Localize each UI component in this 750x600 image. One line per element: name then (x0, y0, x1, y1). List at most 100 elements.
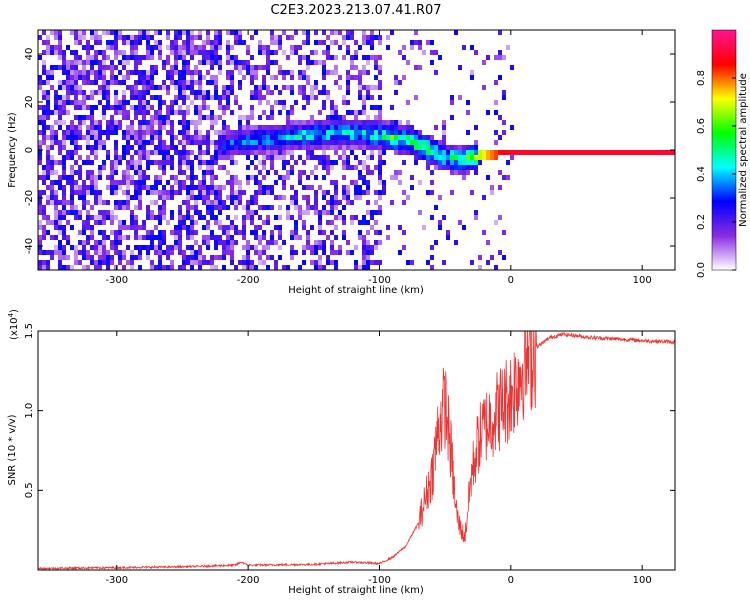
spectrogram-cell (370, 130, 374, 135)
spectrogram-cell (246, 115, 250, 120)
spectrogram-cell (486, 110, 490, 115)
spectrogram-cell (118, 110, 122, 115)
spectrogram-cell (286, 135, 290, 140)
spectrogram-cell (82, 60, 86, 65)
spectrogram-cell (202, 40, 206, 45)
spectrogram-cell (378, 210, 382, 215)
spectrogram-cell (166, 30, 170, 35)
spectrogram-cell (66, 95, 70, 100)
spectrogram-cell (226, 85, 230, 90)
spectrogram-cell (454, 150, 458, 155)
spectrogram-cell (230, 245, 234, 250)
spectrogram-cell (74, 205, 78, 210)
spectrogram-cell (258, 50, 262, 55)
spectrogram-cell (202, 185, 206, 190)
spectrogram-cell (66, 220, 70, 225)
spectrogram-cell (350, 215, 354, 220)
spectrogram-cell (258, 260, 262, 265)
spectrogram-cell (430, 145, 434, 150)
spectrogram-cell (214, 150, 218, 155)
spectrogram-cell (98, 120, 102, 125)
spectrogram-cell (146, 90, 150, 95)
spectrogram-cell (338, 155, 342, 160)
spectrogram-cell (474, 160, 478, 165)
spectrogram-cell (370, 135, 374, 140)
spectrogram-cell (218, 100, 222, 105)
spectrogram-cell (106, 100, 110, 105)
spectrogram-cell (102, 75, 106, 80)
spectrogram-cell (42, 180, 46, 185)
spectrogram-cell (486, 150, 490, 155)
spectrogram-cell (418, 135, 422, 140)
spectrogram-cell (498, 170, 502, 175)
spectrogram-cell (186, 110, 190, 115)
spectrogram-cell (210, 160, 214, 165)
spectrogram-cell (254, 75, 258, 80)
spectrogram-cell (274, 265, 278, 270)
spectrogram-cell (322, 85, 326, 90)
spectrogram-cell (38, 220, 42, 225)
spectrogram-cell (154, 135, 158, 140)
spectrogram-cell (102, 240, 106, 245)
spectrogram-cell (470, 260, 474, 265)
spectrogram-cell (66, 60, 70, 65)
spectrogram-cell (374, 145, 378, 150)
spectrogram-cell (78, 175, 82, 180)
spectrogram-cell (298, 215, 302, 220)
spectrogram-cell (138, 145, 142, 150)
spectrogram-cell (246, 120, 250, 125)
spectrogram-cell (282, 160, 286, 165)
spectrogram-cell (574, 150, 578, 155)
spectrogram-cell (310, 245, 314, 250)
spectrogram-cell (410, 140, 414, 145)
spectrogram-cell (286, 125, 290, 130)
spectrogram-cell (114, 125, 118, 130)
spectrogram-cell (182, 250, 186, 255)
spectrogram-cell (346, 45, 350, 50)
spectrogram-cell (366, 115, 370, 120)
spectrogram-cell (182, 265, 186, 270)
spectrogram-cell (166, 110, 170, 115)
spectrogram-cell (66, 110, 70, 115)
spectrogram-cell (182, 110, 186, 115)
spectrogram-cell (182, 70, 186, 75)
spectrogram-cell (246, 250, 250, 255)
spectrogram-cell (258, 240, 262, 245)
spectrogram-cell (118, 225, 122, 230)
spectrogram-cell (94, 180, 98, 185)
spectrogram-cell (334, 200, 338, 205)
spectrogram-cell (334, 80, 338, 85)
spectrogram-cell (74, 135, 78, 140)
spectrogram-cell (194, 125, 198, 130)
spectrogram-cell (374, 130, 378, 135)
spectrogram-cell (178, 130, 182, 135)
spectrogram-cell (66, 45, 70, 50)
snr-x-label: Height of straight line (km) (288, 585, 424, 596)
spectrogram-cell (378, 260, 382, 265)
colorbar-tick-label: 0.6 (696, 118, 707, 134)
spectrogram-cell (122, 150, 126, 155)
spectrogram-cell (122, 65, 126, 70)
spectrogram-cell (70, 165, 74, 170)
spectrogram-cell (454, 155, 458, 160)
spectrogram-cell (274, 140, 278, 145)
spectrogram-cell (106, 215, 110, 220)
spectrogram-cell (282, 75, 286, 80)
spectrogram-cell (174, 190, 178, 195)
spectrogram-cell (170, 175, 174, 180)
spectrogram-cell (330, 105, 334, 110)
spectrogram-cell (142, 120, 146, 125)
spectrogram-cell (330, 210, 334, 215)
spectrogram-cell (138, 70, 142, 75)
spectrogram-cell (326, 95, 330, 100)
spectrogram-cell (306, 155, 310, 160)
spectrogram-cell (146, 250, 150, 255)
spectrogram-cell (342, 160, 346, 165)
spectrogram-cell (270, 145, 274, 150)
spectrogram-cell (146, 205, 150, 210)
spectrogram-cell (294, 125, 298, 130)
spectrogram-cell (106, 80, 110, 85)
spectrogram-cell (238, 65, 242, 70)
spectrogram-cell (50, 195, 54, 200)
spectrogram-cell (78, 230, 82, 235)
